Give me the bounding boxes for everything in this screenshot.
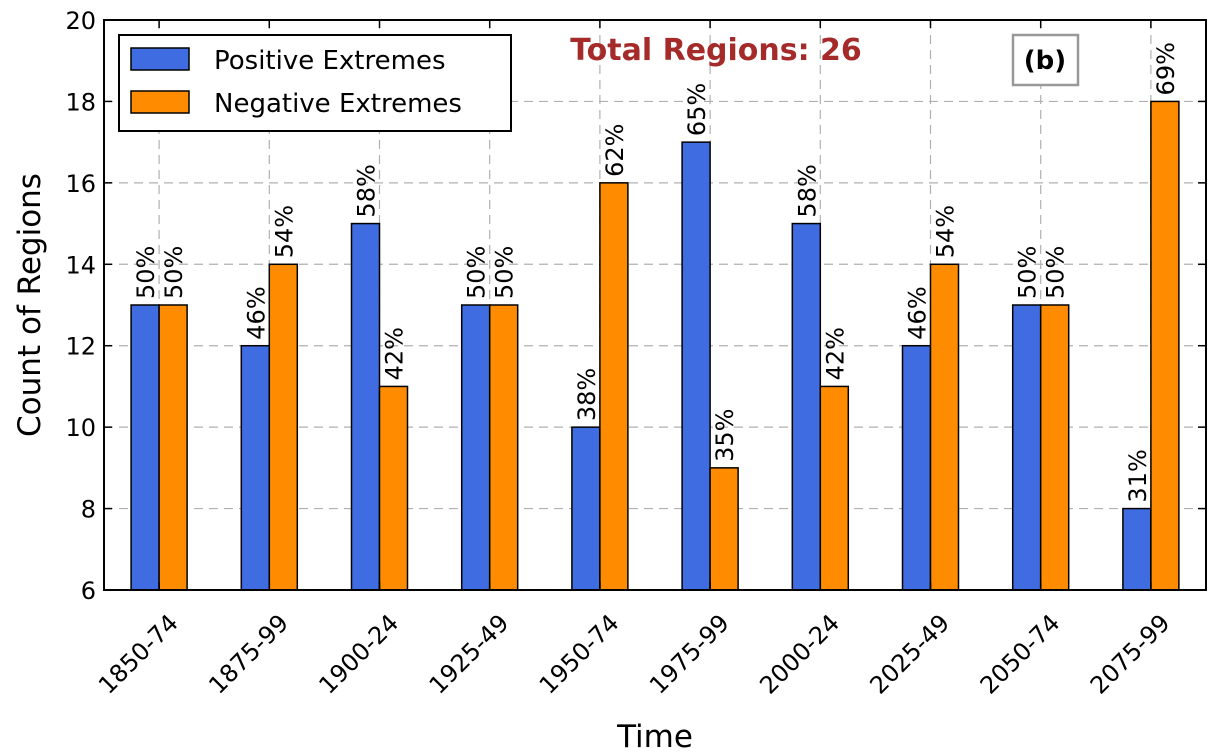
- x-tick-label: 1975-99: [644, 609, 735, 700]
- legend-swatch-positive: [130, 47, 190, 71]
- x-tick-label: 1900-24: [313, 609, 404, 700]
- bar-negative: [929, 263, 960, 591]
- panel-label-text: (b): [1024, 46, 1066, 76]
- bar-negative: [378, 385, 409, 591]
- bar-value-label: 38%: [573, 368, 601, 421]
- bar-value-label: 50%: [491, 246, 519, 299]
- x-tick-label: 2050-74: [975, 609, 1066, 700]
- bar-value-label: 42%: [821, 327, 849, 380]
- bar-positive: [350, 222, 381, 591]
- bar-negative: [268, 263, 299, 591]
- plot-frame: [103, 19, 1207, 591]
- y-tick-label: 14: [65, 251, 96, 279]
- bar-value-label: 50%: [1042, 246, 1070, 299]
- bar-value-label: 58%: [353, 164, 381, 217]
- x-tick-label: 1925-49: [424, 609, 515, 700]
- y-tick-label: 6: [81, 577, 96, 605]
- panel-label: (b): [1011, 33, 1080, 87]
- y-tick-label: 18: [65, 88, 96, 116]
- x-tick-label: 1875-99: [203, 609, 294, 700]
- bar-positive: [1122, 507, 1152, 591]
- bar-negative: [158, 304, 188, 591]
- bar-positive: [240, 344, 271, 591]
- y-tick-label: 16: [65, 170, 96, 198]
- bar-positive: [681, 141, 711, 591]
- bar-value-label: 46%: [242, 286, 270, 339]
- y-tick-label: 12: [65, 333, 96, 361]
- bar-value-label: 46%: [904, 286, 932, 339]
- bar-positive: [901, 344, 932, 591]
- y-tick-label: 20: [65, 7, 96, 35]
- bar-value-label: 50%: [132, 246, 160, 299]
- total-regions-annotation: Total Regions: 26: [570, 33, 862, 68]
- legend: Positive Extremes Negative Extremes: [118, 34, 512, 132]
- bar-value-labels: 50% 50%46%54%58%42%50% 50%38%62%65%35%58%4…: [132, 42, 1180, 502]
- bar-value-label: 69%: [1152, 42, 1180, 95]
- bar-value-label: 62%: [601, 124, 629, 177]
- bar-value-label: 54%: [932, 205, 960, 258]
- bar-value-label: 31%: [1124, 449, 1152, 502]
- bar-value-label: 42%: [381, 327, 409, 380]
- bar-negative: [819, 385, 850, 591]
- bars: [130, 100, 1180, 591]
- panel-label-box: [1011, 33, 1080, 87]
- bar-value-label: 54%: [270, 205, 298, 258]
- y-tick-label: 8: [81, 496, 96, 524]
- bar-positive: [130, 304, 160, 591]
- bar-negative: [1150, 100, 1180, 591]
- bar-positive: [571, 426, 601, 591]
- bar-negative: [709, 467, 739, 591]
- x-axis-label: Time: [616, 719, 693, 752]
- legend-label-negative: Negative Extremes: [214, 89, 462, 119]
- x-tick-label: 2075-99: [1085, 609, 1176, 700]
- bar-negative: [1039, 304, 1070, 591]
- bar-negative: [599, 182, 629, 591]
- bar-value-label: 50%: [1014, 246, 1042, 299]
- y-tick-label: 10: [65, 414, 96, 442]
- bar-value-label: 65%: [683, 83, 711, 136]
- bar-value-label: 50%: [463, 246, 491, 299]
- bar-positive: [1011, 304, 1042, 591]
- x-tick-label: 2000-24: [754, 609, 845, 700]
- bar-positive: [460, 304, 491, 591]
- bar-value-label: 35%: [711, 409, 739, 462]
- bar-value-label: 50%: [160, 246, 188, 299]
- bar-positive: [791, 222, 822, 591]
- legend-label-positive: Positive Extremes: [214, 46, 446, 76]
- bar-value-label: 58%: [793, 164, 821, 217]
- legend-swatch-negative: [130, 90, 190, 114]
- y-axis-label: Count of Regions: [12, 173, 48, 437]
- x-tick-label: 2025-49: [864, 609, 955, 700]
- x-tick-label: 1850-74: [93, 609, 184, 700]
- bar-negative: [488, 304, 519, 591]
- x-tick-label: 1950-74: [534, 609, 625, 700]
